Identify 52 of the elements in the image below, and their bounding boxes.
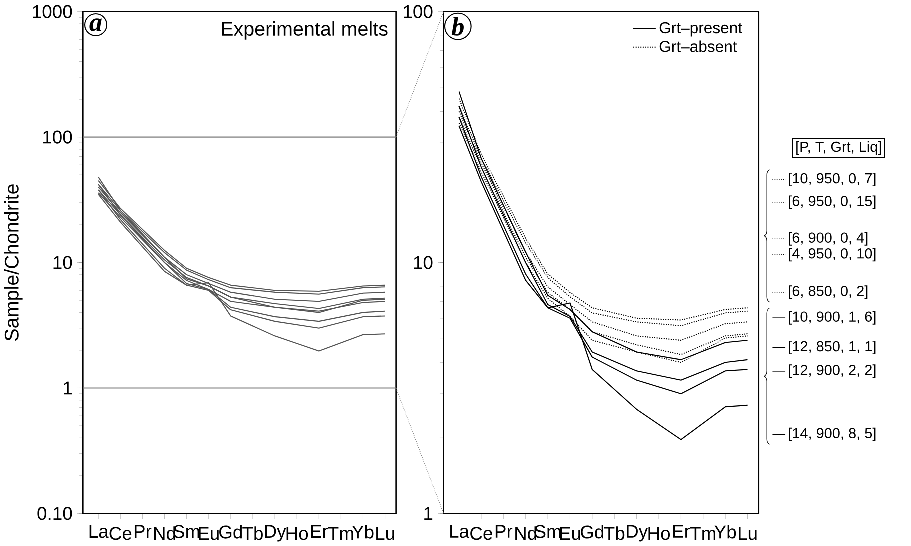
x-tick-label: Tm <box>690 527 716 540</box>
x-tick-label: Yb <box>714 525 736 539</box>
x-tick-label: Lu <box>739 527 757 540</box>
y-axis-title: Sample/Chondrite <box>4 184 23 341</box>
x-tick-label: Sm <box>535 525 561 538</box>
x-tick-label: Nd <box>154 526 176 540</box>
y-tick-label: 10 <box>54 256 72 270</box>
legend-label: [14, 900, 8, 5] <box>789 428 876 442</box>
y-tick-label: 100 <box>44 130 72 144</box>
x-tick-label: Sm <box>174 525 200 538</box>
y-tick-label: 1000 <box>33 5 72 18</box>
x-tick-label: Yb <box>352 525 374 539</box>
y-tick-label: 10 <box>414 256 433 270</box>
x-tick-label: Ce <box>470 527 492 540</box>
x-tick-label: Nd <box>516 526 536 540</box>
legend-label: [6, 850, 0, 2] <box>789 286 868 300</box>
legend-label: [10, 900, 1, 6] <box>789 311 876 325</box>
x-tick-label: Ho <box>286 527 308 540</box>
x-tick-label: La <box>90 525 109 538</box>
x-tick-label: Eu <box>560 527 580 540</box>
legend-label: [6, 900, 0, 4] <box>789 232 868 246</box>
y-tick-label: 1 <box>424 507 433 520</box>
legend-label: [10, 950, 0, 7] <box>789 172 876 186</box>
y-tick-label: 100 <box>404 5 433 18</box>
x-tick-label: Gd <box>220 525 242 539</box>
x-tick-label: Gd <box>581 525 604 539</box>
x-tick-label: Ce <box>110 527 132 540</box>
text: [P, T, Grt, Liq] <box>796 141 882 155</box>
x-tick-label: Pr <box>134 525 152 538</box>
x-tick-label: Er <box>311 525 328 538</box>
x-tick-label: Dy <box>265 525 286 542</box>
x-tick-label: Pr <box>496 525 513 538</box>
chart-title: a <box>90 18 102 32</box>
x-tick-label: Tb <box>604 526 625 540</box>
chart-title: b <box>452 17 464 36</box>
annotation: Experimental melts <box>222 21 388 40</box>
y-tick-label: 1 <box>64 382 72 394</box>
x-tick-label: Tb <box>242 526 263 540</box>
y-tick-label: 0.10 <box>38 507 72 520</box>
x-tick-label: Er <box>673 525 690 538</box>
legend-label: [12, 850, 1, 1] <box>789 340 876 354</box>
legend-label: [12, 900, 2, 2] <box>789 364 876 378</box>
x-tick-label: Lu <box>376 527 394 540</box>
x-tick-label: Dy <box>627 525 648 542</box>
annotation: Grt–absent <box>660 40 738 52</box>
annotation: Grt–present <box>660 22 742 37</box>
x-tick-label: Ho <box>648 527 670 540</box>
legend-label: [4, 950, 0, 10] <box>789 248 876 262</box>
x-tick-label: Eu <box>199 527 219 540</box>
x-tick-label: Tm <box>328 527 354 540</box>
x-tick-label: La <box>450 525 470 538</box>
legend-label: [6, 950, 0, 15] <box>789 196 876 210</box>
